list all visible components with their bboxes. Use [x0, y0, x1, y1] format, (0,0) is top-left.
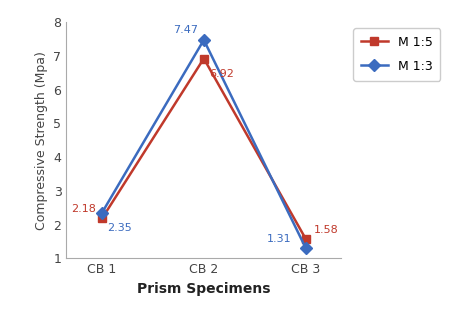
Text: 2.35: 2.35 — [108, 223, 132, 233]
X-axis label: Prism Specimens: Prism Specimens — [137, 282, 271, 296]
Text: 1.31: 1.31 — [267, 234, 292, 244]
Text: 1.58: 1.58 — [314, 225, 339, 235]
M 1:5 — [303, 237, 309, 241]
Text: 6.92: 6.92 — [210, 69, 234, 78]
M 1:5 — [201, 57, 207, 60]
M 1:3 — [201, 38, 207, 42]
Line: M 1:5: M 1:5 — [98, 54, 310, 243]
Legend: M 1:5, M 1:3: M 1:5, M 1:3 — [353, 28, 440, 81]
M 1:3 — [99, 211, 105, 215]
M 1:3 — [303, 246, 309, 250]
Text: 7.47: 7.47 — [173, 25, 198, 35]
Text: 2.18: 2.18 — [72, 203, 96, 214]
M 1:5 — [99, 217, 105, 220]
Y-axis label: Compressive Strength (Mpa): Compressive Strength (Mpa) — [35, 51, 48, 230]
Line: M 1:3: M 1:3 — [98, 36, 310, 252]
